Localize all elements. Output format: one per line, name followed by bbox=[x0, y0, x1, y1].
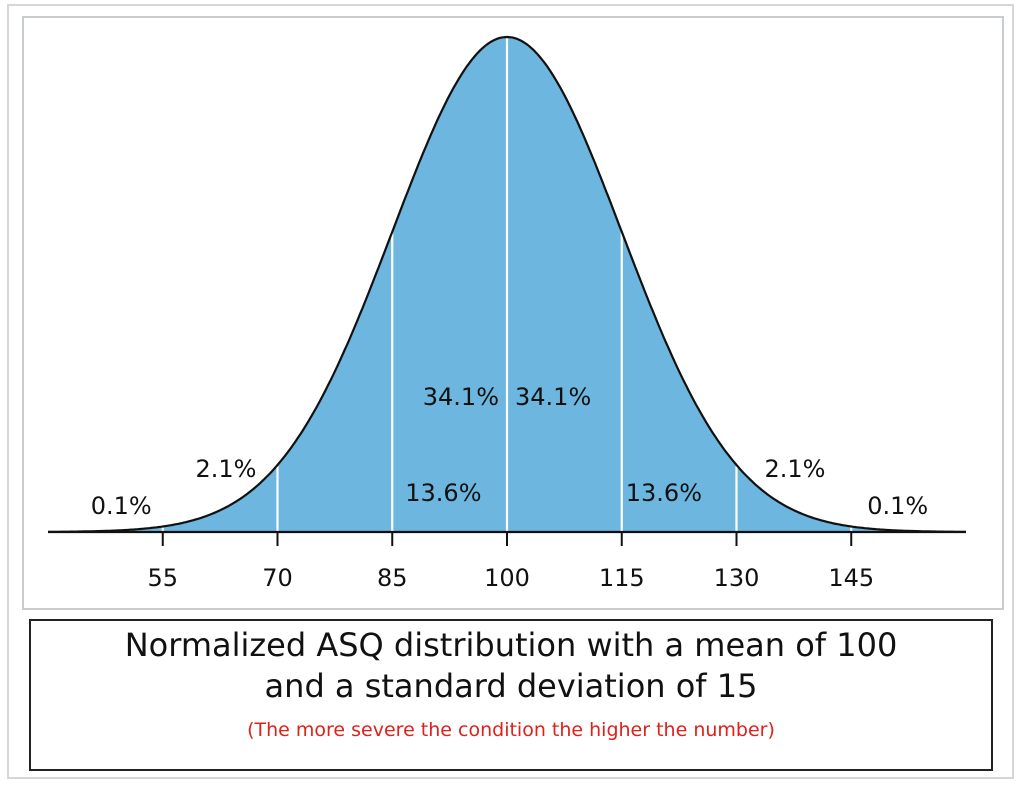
segment-label-4: 34.1% bbox=[515, 383, 591, 411]
x-tick-label-100: 100 bbox=[484, 564, 530, 592]
segment-labels: 0.1% 2.1% 13.6% 34.1% 34.1% 13.6% 2.1% 0.1% bbox=[91, 383, 928, 520]
curve-layer bbox=[48, 35, 966, 533]
segment-label-1: 2.1% bbox=[196, 455, 257, 483]
segment-label-7: 0.1% bbox=[867, 492, 928, 520]
segment-label-6: 2.1% bbox=[765, 455, 826, 483]
x-tick-label-55: 55 bbox=[147, 564, 178, 592]
severity-note: (The more severe the condition the highe… bbox=[247, 719, 775, 741]
normal-distribution-chart: 55 70 85 100 115 130 145 0.1% 2.1% 13.6% 34.1% 34.… bbox=[48, 35, 966, 592]
title-line-2: and a standard deviation of 15 bbox=[264, 667, 758, 705]
segment-label-3: 34.1% bbox=[423, 383, 499, 411]
x-tick-label-70: 70 bbox=[262, 564, 293, 592]
caption-box: Normalized ASQ distribution with a mean … bbox=[29, 619, 993, 771]
title-line-1: Normalized ASQ distribution with a mean … bbox=[124, 626, 898, 664]
x-axis: 55 70 85 100 115 130 145 bbox=[48, 530, 966, 592]
x-tick-label-145: 145 bbox=[828, 564, 874, 592]
segment-label-2: 13.6% bbox=[405, 479, 481, 507]
chart-title: Normalized ASQ distribution with a mean … bbox=[31, 625, 991, 707]
x-tick-label-85: 85 bbox=[377, 564, 408, 592]
x-tick-label-115: 115 bbox=[599, 564, 645, 592]
distribution-curve bbox=[48, 35, 966, 533]
x-tick-label-130: 130 bbox=[714, 564, 760, 592]
segment-label-5: 13.6% bbox=[626, 479, 702, 507]
sd-dividers bbox=[161, 38, 853, 532]
segment-label-0: 0.1% bbox=[91, 492, 152, 520]
